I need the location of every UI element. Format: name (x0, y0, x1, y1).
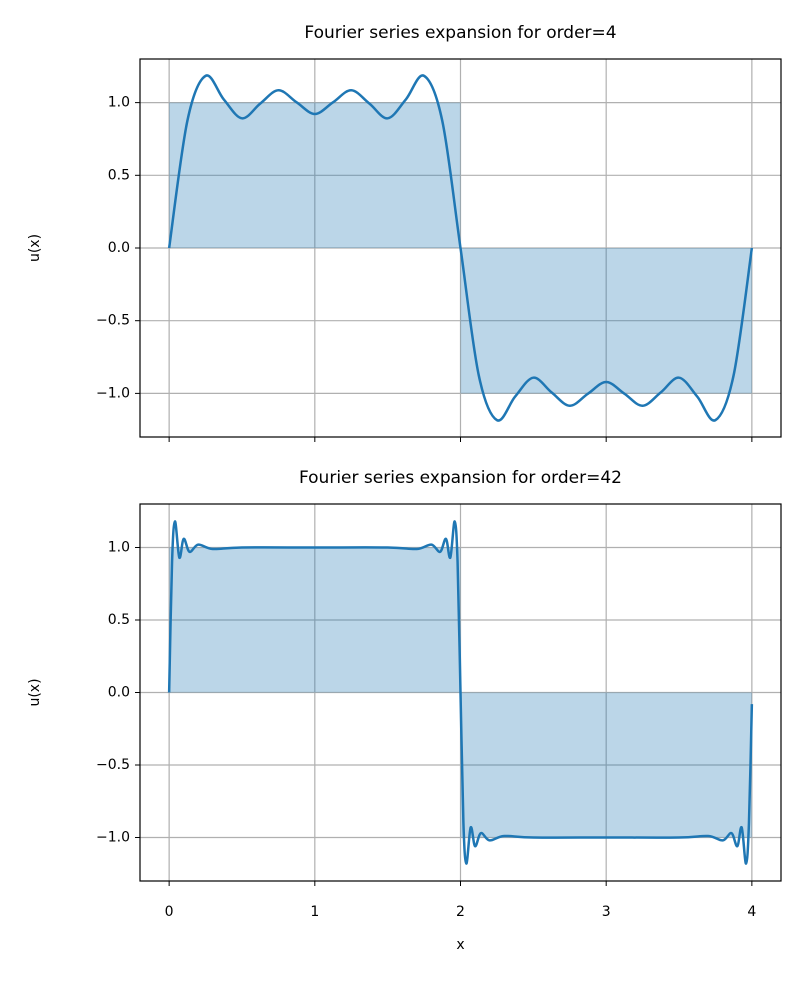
y-tick-label: 0.0 (108, 685, 130, 701)
y-tick-label: 0.0 (108, 240, 130, 256)
y-tick-label: 1.0 (108, 540, 130, 556)
line (167, 74, 754, 422)
x-tick-label: 1 (310, 904, 319, 920)
y-tick-label: −1.0 (96, 385, 130, 401)
x-axis-label: x (456, 937, 464, 953)
y-tick-label: 1.0 (108, 95, 130, 111)
x-tick-label: 0 (165, 904, 174, 920)
line (167, 520, 754, 865)
chart-title: Fourier series expansion for order=4 (304, 23, 616, 43)
y-tick-label: 0.5 (108, 612, 130, 628)
chart-title: Fourier series expansion for order=42 (299, 468, 622, 488)
y-tick-label: −1.0 (96, 830, 130, 846)
y-axis-label: u(x) (27, 678, 43, 706)
y-tick-label: −0.5 (96, 757, 130, 773)
x-tick-label: 2 (456, 904, 465, 920)
x-tick-label: 3 (602, 904, 611, 920)
x-tick-label: 4 (747, 904, 756, 920)
y-axis-label: u(x) (27, 234, 43, 262)
y-tick-label: 0.5 (108, 167, 130, 183)
y-tick-label: −0.5 (96, 313, 130, 329)
